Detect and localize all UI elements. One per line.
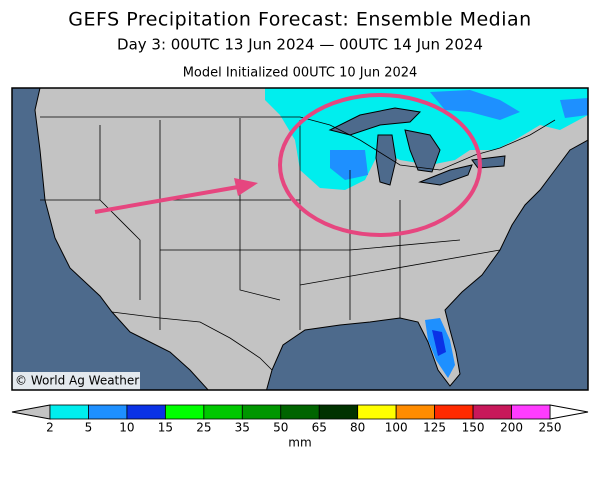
map: © World Ag Weather — [11, 87, 589, 391]
colorbar-tick-label: 15 — [158, 421, 173, 435]
colorbar-segment — [395, 404, 436, 420]
colorbar-tick-label: 80 — [350, 421, 365, 435]
colorbar-segment — [49, 404, 89, 420]
colorbar-segment — [164, 404, 205, 420]
arrow — [94, 185, 239, 214]
borders — [40, 116, 556, 371]
colorbar-tick-label: 65 — [312, 421, 327, 435]
colorbar-segment — [241, 404, 282, 420]
colorbar-tick-label: 200 — [500, 421, 523, 435]
arrow-head — [234, 178, 258, 196]
colorbar-unit: mm — [288, 436, 311, 450]
colorbar-tick-label: 25 — [196, 421, 211, 435]
colorbar-tick-label: 5 — [85, 421, 93, 435]
colorbar-segment — [357, 404, 397, 420]
colorbar-segment — [88, 404, 128, 420]
map-frame — [11, 87, 589, 391]
colorbar-segment — [434, 404, 474, 420]
colorbar-tick-label: 150 — [462, 421, 485, 435]
credit: © World Ag Weather — [15, 374, 139, 388]
colorbar-tick-label: 10 — [119, 421, 134, 435]
colorbar-segment — [472, 404, 512, 420]
title: GEFS Precipitation Forecast: Ensemble Me… — [68, 9, 531, 31]
highlight-circle — [278, 93, 482, 237]
colorbar-segment — [318, 404, 359, 420]
colorbar-segment — [126, 404, 166, 420]
colorbar-segment — [203, 404, 243, 420]
credit-bg — [12, 372, 140, 390]
colorbar-tick-label: 100 — [385, 421, 408, 435]
init-time: Model Initialized 00UTC 10 Jun 2024 — [183, 66, 418, 81]
colorbar-segment — [280, 404, 320, 420]
colorbar-over — [549, 404, 589, 420]
colorbar: 2 5 10 15 25 35 50 65 80 100 125 150 200 250 — [11, 404, 589, 435]
colorbar-segment — [511, 404, 551, 420]
colorbar-under — [11, 404, 51, 420]
colorbar-tick-label: 2 — [46, 421, 54, 435]
subtitle: Day 3: 00UTC 13 Jun 2024 — 00UTC 14 Jun … — [117, 36, 483, 54]
colorbar-tick-label: 125 — [423, 421, 446, 435]
colorbar-tick-label: 35 — [235, 421, 250, 435]
colorbar-tick-label: 250 — [539, 421, 562, 435]
colorbar-tick-label: 50 — [273, 421, 288, 435]
